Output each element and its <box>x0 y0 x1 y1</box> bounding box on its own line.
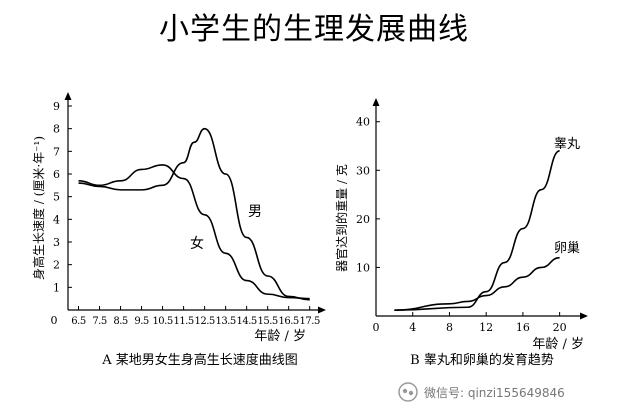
series-label-ovary: 卵巢 <box>554 241 580 256</box>
x-axis-label: 年龄 / 岁 <box>254 329 306 344</box>
y-tick-label: 40 <box>356 116 370 129</box>
x-tick-label: 15.5 <box>258 316 278 327</box>
y-tick-label: 7 <box>53 145 60 158</box>
x-tick-label: 0 <box>373 321 380 334</box>
y-tick-label: 10 <box>356 261 370 274</box>
origin-label: 0 <box>51 314 58 327</box>
x-tick-label: 14.5 <box>237 316 257 327</box>
growth-velocity-chart: 0 6.5 7.5 8.5 9.5 10.5 11.5 12.5 13.5 14.5 15.5 16.… <box>31 92 326 368</box>
x-axis-arrow <box>318 306 326 314</box>
y-tick-label: 4 <box>53 213 60 226</box>
x-axis-label: 年龄 / 岁 <box>532 337 584 352</box>
x-axis-arrow <box>580 312 588 320</box>
x-tick-label: 10.5 <box>152 316 172 327</box>
watermark-text: 微信号: qinzi155649846 <box>424 385 565 400</box>
y-tick-label: 5 <box>53 191 60 204</box>
y-axis-arrow <box>64 92 72 100</box>
x-tick-label: 12 <box>479 321 493 334</box>
x-tick-label: 12.5 <box>194 316 214 327</box>
chart-caption: B 睾丸和卵巢的发育趋势 <box>410 352 554 368</box>
series-line-testis <box>394 150 560 311</box>
x-tick-label: 7.5 <box>92 316 107 327</box>
x-tick-label: 9.5 <box>134 316 149 327</box>
x-tick-label: 16 <box>516 321 530 334</box>
page-title: 小学生的生理发展曲线 <box>159 12 469 47</box>
y-axis-label: 身高生长速度 / (厘米·年⁻¹) <box>31 136 46 280</box>
x-tick-label: 20 <box>553 321 567 334</box>
y-tick-label: 20 <box>356 213 370 226</box>
x-tick-label: 8 <box>446 321 453 334</box>
x-tick-label: 17.5 <box>300 316 320 327</box>
y-tick-label: 9 <box>53 100 60 113</box>
y-tick-label: 6 <box>53 168 60 181</box>
y-tick-label: 8 <box>53 123 60 136</box>
y-axis-label: 器官达到的重量 / 克 <box>334 164 349 272</box>
x-tick-label: 4 <box>409 321 416 334</box>
series-line-ovary <box>394 256 560 311</box>
series-line-female <box>78 164 310 300</box>
y-axis-arrow <box>372 98 380 106</box>
x-tick-label: 11.5 <box>173 316 193 327</box>
x-tick-label: 8.5 <box>113 316 128 327</box>
series-label-testis: 睾丸 <box>554 136 580 152</box>
y-tick-label: 1 <box>53 281 60 294</box>
wechat-watermark: 微信号: qinzi155649846 <box>398 380 624 404</box>
series-label-male: 男 <box>248 204 262 220</box>
y-tick-label: 2 <box>53 259 60 272</box>
wechat-icon <box>398 382 418 402</box>
series-label-female: 女 <box>190 235 204 252</box>
x-tick-label: 16.5 <box>279 316 299 327</box>
x-tick-label: 6.5 <box>71 316 86 327</box>
chart-caption: A 某地男女生身高生长速度曲线图 <box>101 352 298 368</box>
y-tick-label: 3 <box>53 236 60 249</box>
x-tick-label: 13.5 <box>215 316 235 327</box>
series-line-male <box>78 127 310 301</box>
y-tick-label: 30 <box>356 164 370 177</box>
